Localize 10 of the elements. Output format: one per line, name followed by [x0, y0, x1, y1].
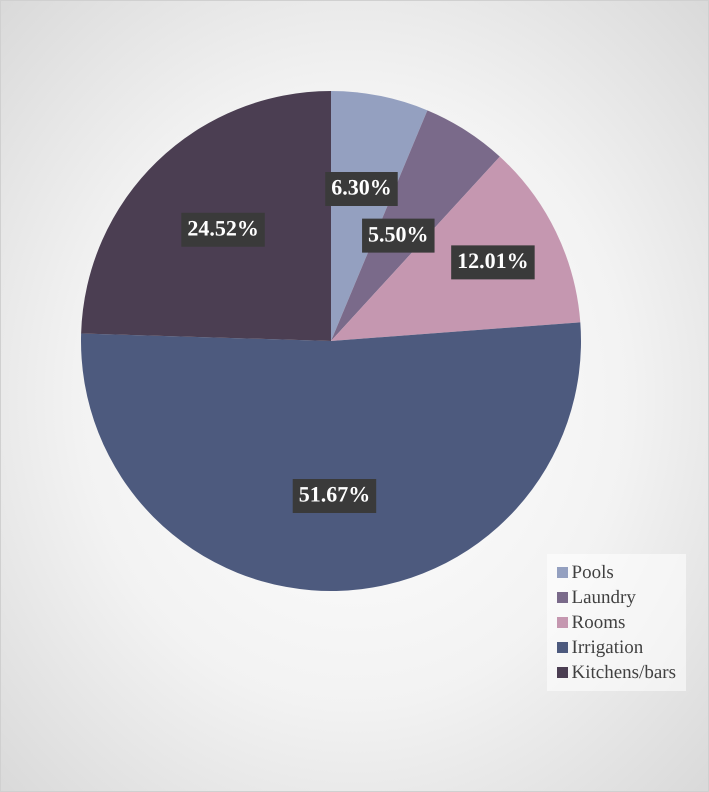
data-label: 5.50%: [368, 221, 429, 246]
data-label: 12.01%: [457, 248, 529, 274]
legend-label: Irrigation: [572, 636, 644, 658]
legend-label: Kitchens/bars: [572, 662, 676, 684]
data-label: 24.52%: [187, 215, 259, 240]
legend-label: Pools: [572, 562, 614, 584]
data-label: 6.30%: [331, 174, 392, 200]
data-label: 51.67%: [298, 482, 370, 507]
legend-label: Rooms: [572, 612, 626, 634]
legend-label: Laundry: [572, 586, 636, 608]
